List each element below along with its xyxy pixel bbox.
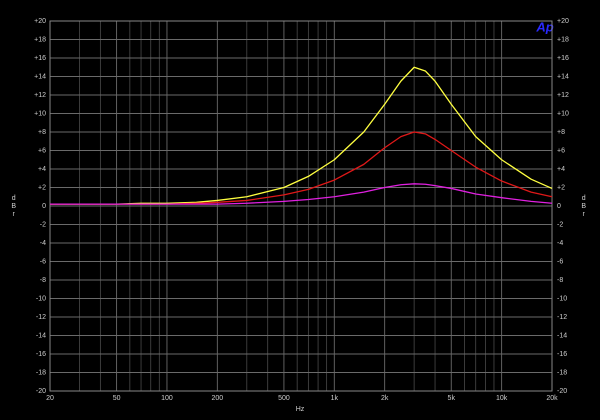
y-tick-label: +20 xyxy=(34,18,46,25)
y-tick-label: +2 xyxy=(38,184,46,191)
plot-frame xyxy=(49,20,553,392)
y-tick-label: -6 xyxy=(40,258,46,265)
x-tick-label: 10k xyxy=(496,395,508,402)
y2-tick-label: +18 xyxy=(557,36,569,43)
x-tick-label: 200 xyxy=(211,395,223,402)
y2-tick-label: 0 xyxy=(557,203,561,210)
y-tick-label: +10 xyxy=(34,110,46,117)
x-tick-label: 100 xyxy=(161,395,173,402)
y-tick-label: -14 xyxy=(36,332,46,339)
y-tick-label: +14 xyxy=(34,73,46,80)
y2-tick-label: -14 xyxy=(557,332,567,339)
y-tick-label: +12 xyxy=(34,92,46,99)
y-tick-label: -18 xyxy=(36,369,46,376)
y-tick-label: -8 xyxy=(40,277,46,284)
y-tick-label: -10 xyxy=(36,295,46,302)
y2-tick-label: -2 xyxy=(557,221,563,228)
logo: Ap xyxy=(535,19,553,34)
y2-tick-label: -10 xyxy=(557,295,567,302)
y-tick-label: -2 xyxy=(40,221,46,228)
y-tick-label: -20 xyxy=(36,388,46,395)
series-line xyxy=(50,183,553,205)
x-tick-label: 500 xyxy=(278,395,290,402)
y-tick-label: +4 xyxy=(38,166,46,173)
y2-tick-label: +6 xyxy=(557,147,565,154)
x-axis-label: Hz xyxy=(296,406,305,413)
y-tick-label: 0 xyxy=(42,203,46,210)
y2-tick-label: -20 xyxy=(557,388,567,395)
y2-tick-label: -8 xyxy=(557,277,563,284)
y-tick-label: +18 xyxy=(34,36,46,43)
x-tick-label: 50 xyxy=(113,395,121,402)
y-tick-label: -16 xyxy=(36,351,46,358)
series-line xyxy=(50,66,553,205)
x-tick-label: 20 xyxy=(46,395,54,402)
y2-tick-label: +2 xyxy=(557,184,565,191)
y2-axis-label: dBr xyxy=(580,195,587,219)
x-tick-label: 5k xyxy=(448,395,456,402)
y2-tick-label: +10 xyxy=(557,110,569,117)
y2-tick-label: -12 xyxy=(557,314,567,321)
y-tick-label: +16 xyxy=(34,55,46,62)
y2-tick-label: -16 xyxy=(557,351,567,358)
y2-tick-label: +8 xyxy=(557,129,565,136)
x-tick-label: 2k xyxy=(381,395,389,402)
y2-tick-label: -18 xyxy=(557,369,567,376)
x-tick-label: 1k xyxy=(331,395,339,402)
y2-tick-label: +4 xyxy=(557,166,565,173)
y-tick-label: -12 xyxy=(36,314,46,321)
y2-tick-label: +12 xyxy=(557,92,569,99)
y-axis-label: dBr xyxy=(10,195,17,219)
x-tick-label: 20k xyxy=(546,395,558,402)
y-tick-label: -4 xyxy=(40,240,46,247)
y-tick-label: +6 xyxy=(38,147,46,154)
y2-tick-label: -6 xyxy=(557,258,563,265)
y2-tick-label: +14 xyxy=(557,73,569,80)
y2-tick-label: +20 xyxy=(557,18,569,25)
y2-tick-label: -4 xyxy=(557,240,563,247)
y2-tick-label: +16 xyxy=(557,55,569,62)
y-tick-label: +8 xyxy=(38,129,46,136)
